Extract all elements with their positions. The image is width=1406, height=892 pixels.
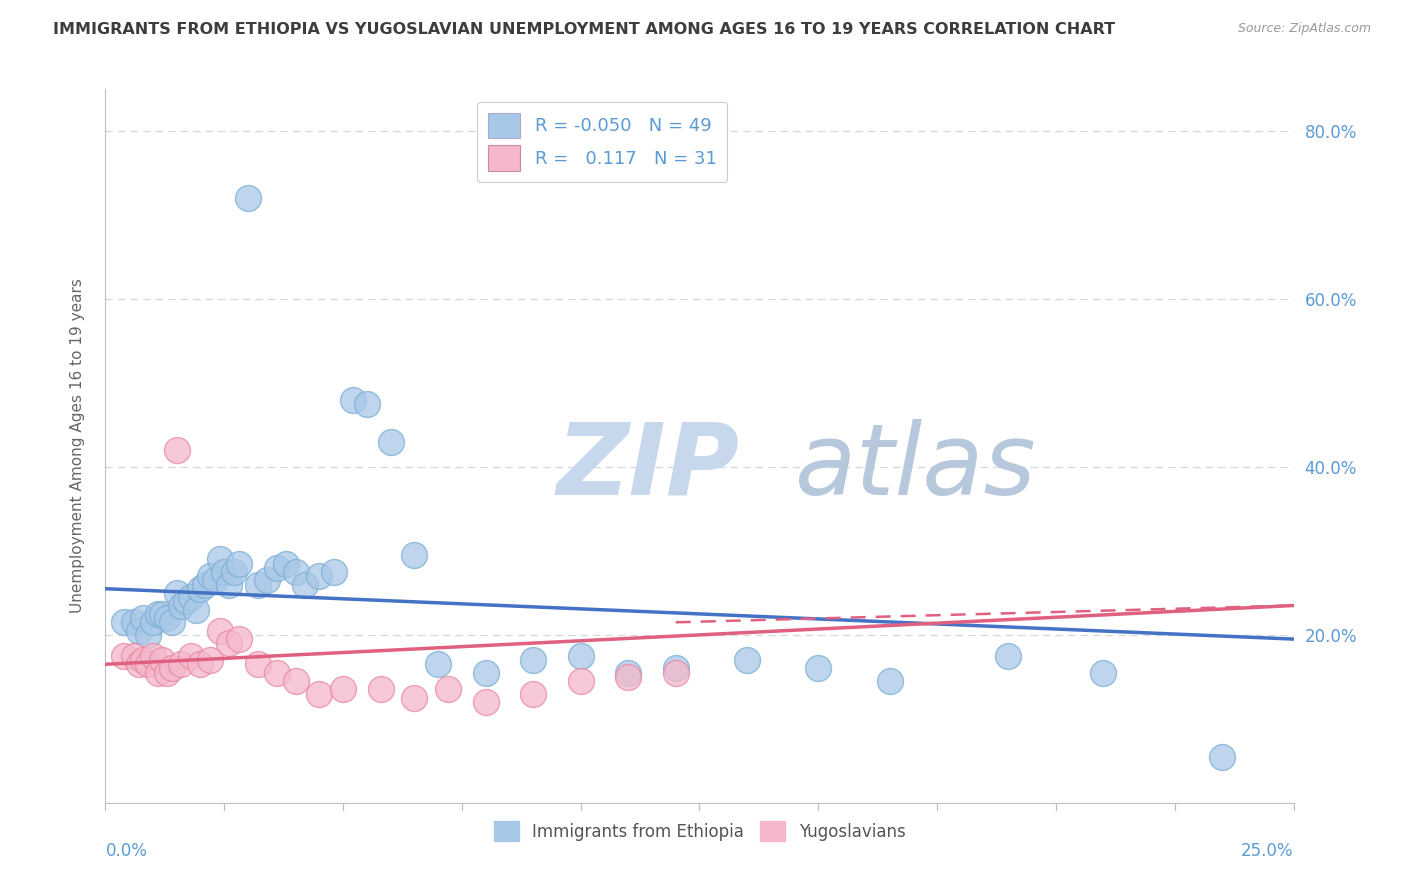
Point bbox=[370, 682, 392, 697]
Point bbox=[236, 191, 259, 205]
Text: Source: ZipAtlas.com: Source: ZipAtlas.com bbox=[1237, 22, 1371, 36]
Point bbox=[122, 648, 145, 663]
Point bbox=[879, 674, 901, 689]
Point bbox=[194, 577, 217, 591]
Point bbox=[569, 674, 592, 689]
Point bbox=[308, 569, 330, 583]
Point bbox=[180, 590, 202, 604]
Text: IMMIGRANTS FROM ETHIOPIA VS YUGOSLAVIAN UNEMPLOYMENT AMONG AGES 16 TO 19 YEARS C: IMMIGRANTS FROM ETHIOPIA VS YUGOSLAVIAN … bbox=[53, 22, 1115, 37]
Text: 0.0%: 0.0% bbox=[105, 842, 148, 860]
Point bbox=[617, 665, 640, 680]
Point bbox=[208, 624, 231, 638]
Point bbox=[266, 560, 288, 574]
Point bbox=[160, 615, 183, 630]
Point bbox=[166, 586, 188, 600]
Point bbox=[152, 653, 174, 667]
Point bbox=[380, 434, 402, 449]
Point bbox=[174, 594, 197, 608]
Text: Unemployment Among Ages 16 to 19 years: Unemployment Among Ages 16 to 19 years bbox=[70, 278, 84, 614]
Point bbox=[522, 687, 544, 701]
Point bbox=[128, 624, 150, 638]
Point bbox=[356, 397, 378, 411]
Point bbox=[166, 443, 188, 458]
Point bbox=[308, 687, 330, 701]
Point bbox=[228, 632, 250, 646]
Point bbox=[322, 565, 344, 579]
Point bbox=[184, 603, 207, 617]
Point bbox=[522, 653, 544, 667]
Point bbox=[256, 574, 278, 588]
Point bbox=[152, 607, 174, 621]
Point bbox=[132, 653, 155, 667]
Point bbox=[180, 648, 202, 663]
Point bbox=[214, 565, 236, 579]
Point bbox=[128, 657, 150, 672]
Point bbox=[136, 657, 159, 672]
Point bbox=[222, 565, 245, 579]
Point bbox=[142, 615, 165, 630]
Point bbox=[474, 695, 496, 709]
Point bbox=[427, 657, 450, 672]
Point bbox=[146, 607, 169, 621]
Point bbox=[114, 615, 136, 630]
Point bbox=[170, 599, 193, 613]
Point bbox=[136, 628, 159, 642]
Legend: Immigrants from Ethiopia, Yugoslavians: Immigrants from Ethiopia, Yugoslavians bbox=[486, 814, 912, 848]
Point bbox=[246, 577, 269, 591]
Point bbox=[284, 674, 307, 689]
Point bbox=[190, 582, 212, 596]
Point bbox=[160, 661, 183, 675]
Point bbox=[404, 548, 426, 562]
Point bbox=[218, 636, 240, 650]
Point bbox=[208, 552, 231, 566]
Point bbox=[617, 670, 640, 684]
Point bbox=[146, 665, 169, 680]
Point bbox=[266, 665, 288, 680]
Point bbox=[156, 665, 179, 680]
Point bbox=[204, 574, 226, 588]
Point bbox=[218, 577, 240, 591]
Text: 25.0%: 25.0% bbox=[1241, 842, 1294, 860]
Point bbox=[228, 557, 250, 571]
Point bbox=[114, 648, 136, 663]
Point bbox=[142, 648, 165, 663]
Point bbox=[332, 682, 354, 697]
Point bbox=[569, 648, 592, 663]
Point bbox=[190, 657, 212, 672]
Point bbox=[342, 392, 364, 407]
Point bbox=[474, 665, 496, 680]
Point bbox=[735, 653, 758, 667]
Point bbox=[170, 657, 193, 672]
Point bbox=[132, 611, 155, 625]
Point bbox=[284, 565, 307, 579]
Point bbox=[436, 682, 458, 697]
Point bbox=[997, 648, 1019, 663]
Point bbox=[1211, 749, 1233, 764]
Point bbox=[807, 661, 830, 675]
Point bbox=[665, 665, 688, 680]
Point bbox=[665, 661, 688, 675]
Point bbox=[246, 657, 269, 672]
Point bbox=[404, 690, 426, 705]
Point bbox=[274, 557, 297, 571]
Point bbox=[198, 653, 221, 667]
Point bbox=[1092, 665, 1115, 680]
Text: atlas: atlas bbox=[794, 419, 1036, 516]
Point bbox=[122, 615, 145, 630]
Point bbox=[294, 577, 316, 591]
Point bbox=[198, 569, 221, 583]
Text: ZIP: ZIP bbox=[557, 419, 740, 516]
Point bbox=[156, 611, 179, 625]
